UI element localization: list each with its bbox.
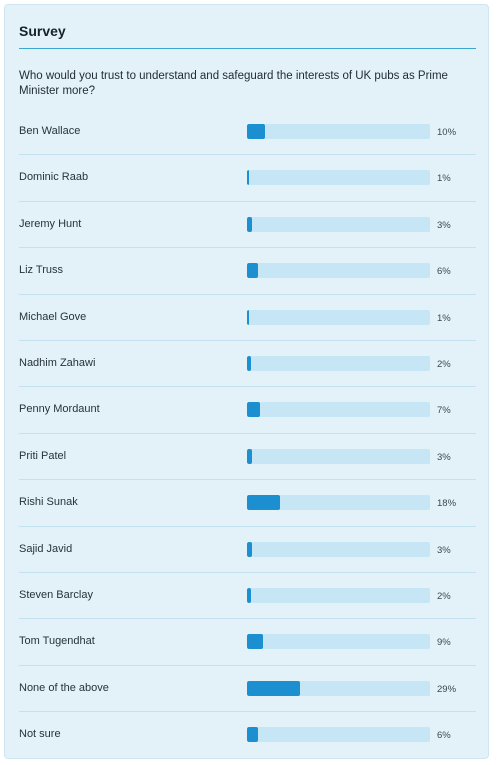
result-row: Ben Wallace 10% (19, 109, 476, 156)
result-bar-track (247, 448, 430, 464)
result-bar-track (247, 587, 430, 603)
option-label: Sajid Javid (19, 542, 73, 555)
percent-value: 1% (437, 312, 451, 324)
result-bar-fill (247, 495, 280, 511)
result-row: Dominic Raab 1% (19, 155, 476, 202)
option-label: Dominic Raab (19, 171, 89, 184)
percent-value: 2% (437, 590, 451, 602)
result-bar-track (247, 727, 430, 743)
result-row: Sajid Javid 3% (19, 527, 476, 573)
result-row: Liz Truss 6% (19, 248, 476, 295)
survey-question: Who would you trust to understand and sa… (19, 70, 448, 97)
result-bar-fill (247, 541, 253, 557)
result-bar-fill (247, 680, 301, 696)
result-bar-track (247, 309, 430, 325)
result-bar-fill (247, 216, 253, 232)
option-label: Penny Mordaunt (19, 403, 100, 416)
percent-value: 29% (437, 683, 457, 695)
result-bar-track (247, 680, 430, 696)
percent-value: 3% (437, 451, 451, 463)
survey-results-list: Ben Wallace 10% Dominic Raab 1% Jeremy Hunt 3… (19, 109, 476, 758)
result-bar-track (247, 402, 430, 418)
option-label: Tom Tugendhat (19, 635, 95, 648)
result-bar-track (247, 634, 430, 650)
option-label: Rishi Sunak (19, 496, 78, 509)
option-label: Not sure (19, 728, 61, 741)
percent-value: 3% (437, 219, 451, 231)
option-label: None of the above (19, 681, 109, 694)
result-bar-fill (247, 587, 251, 603)
option-label: Liz Truss (19, 264, 64, 277)
percent-value: 10% (437, 127, 457, 138)
result-row: Rishi Sunak 18% (19, 480, 476, 527)
option-label: Jeremy Hunt (19, 217, 82, 230)
survey-title: Survey (19, 23, 66, 39)
option-label: Steven Barclay (19, 588, 93, 601)
result-row: Penny Mordaunt 7% (19, 387, 476, 434)
result-bar-fill (247, 170, 249, 186)
result-row: None of the above 29% (19, 666, 476, 713)
result-row: Michael Gove 1% (19, 295, 476, 341)
result-row: Jeremy Hunt 3% (19, 202, 476, 249)
result-bar-fill (247, 448, 253, 464)
result-bar-fill (247, 309, 249, 325)
result-bar-track (247, 495, 430, 511)
percent-value: 1% (437, 173, 451, 185)
result-row: Steven Barclay 2% (19, 573, 476, 620)
percent-value: 9% (437, 637, 451, 649)
result-bar-track (247, 124, 430, 139)
result-bar-track (247, 263, 430, 279)
result-bar-fill (247, 727, 258, 743)
survey-card: Survey Who would you trust to understand… (4, 4, 489, 759)
option-label: Nadhim Zahawi (19, 356, 96, 369)
percent-value: 18% (437, 498, 457, 510)
result-bar-track (247, 170, 430, 186)
percent-value: 6% (437, 266, 451, 278)
title-divider (19, 48, 476, 49)
result-bar-fill (247, 263, 258, 279)
percent-value: 2% (437, 358, 451, 370)
result-row: Nadhim Zahawi 2% (19, 341, 476, 388)
option-label: Priti Patel (19, 449, 67, 462)
result-bar-track (247, 355, 430, 371)
result-bar-fill (247, 124, 266, 139)
option-label: Michael Gove (19, 310, 87, 323)
result-row: Priti Patel 3% (19, 434, 476, 481)
result-bar-track (247, 541, 430, 557)
result-bar-fill (247, 634, 264, 650)
percent-value: 7% (437, 405, 451, 417)
result-bar-fill (247, 402, 260, 418)
option-label: Ben Wallace (19, 125, 81, 137)
percent-value: 3% (437, 544, 451, 556)
result-row: Tom Tugendhat 9% (19, 619, 476, 666)
result-bar-track (247, 216, 430, 232)
percent-value: 6% (437, 730, 451, 742)
result-bar-fill (247, 355, 251, 371)
result-row: Not sure 6% (19, 712, 476, 758)
